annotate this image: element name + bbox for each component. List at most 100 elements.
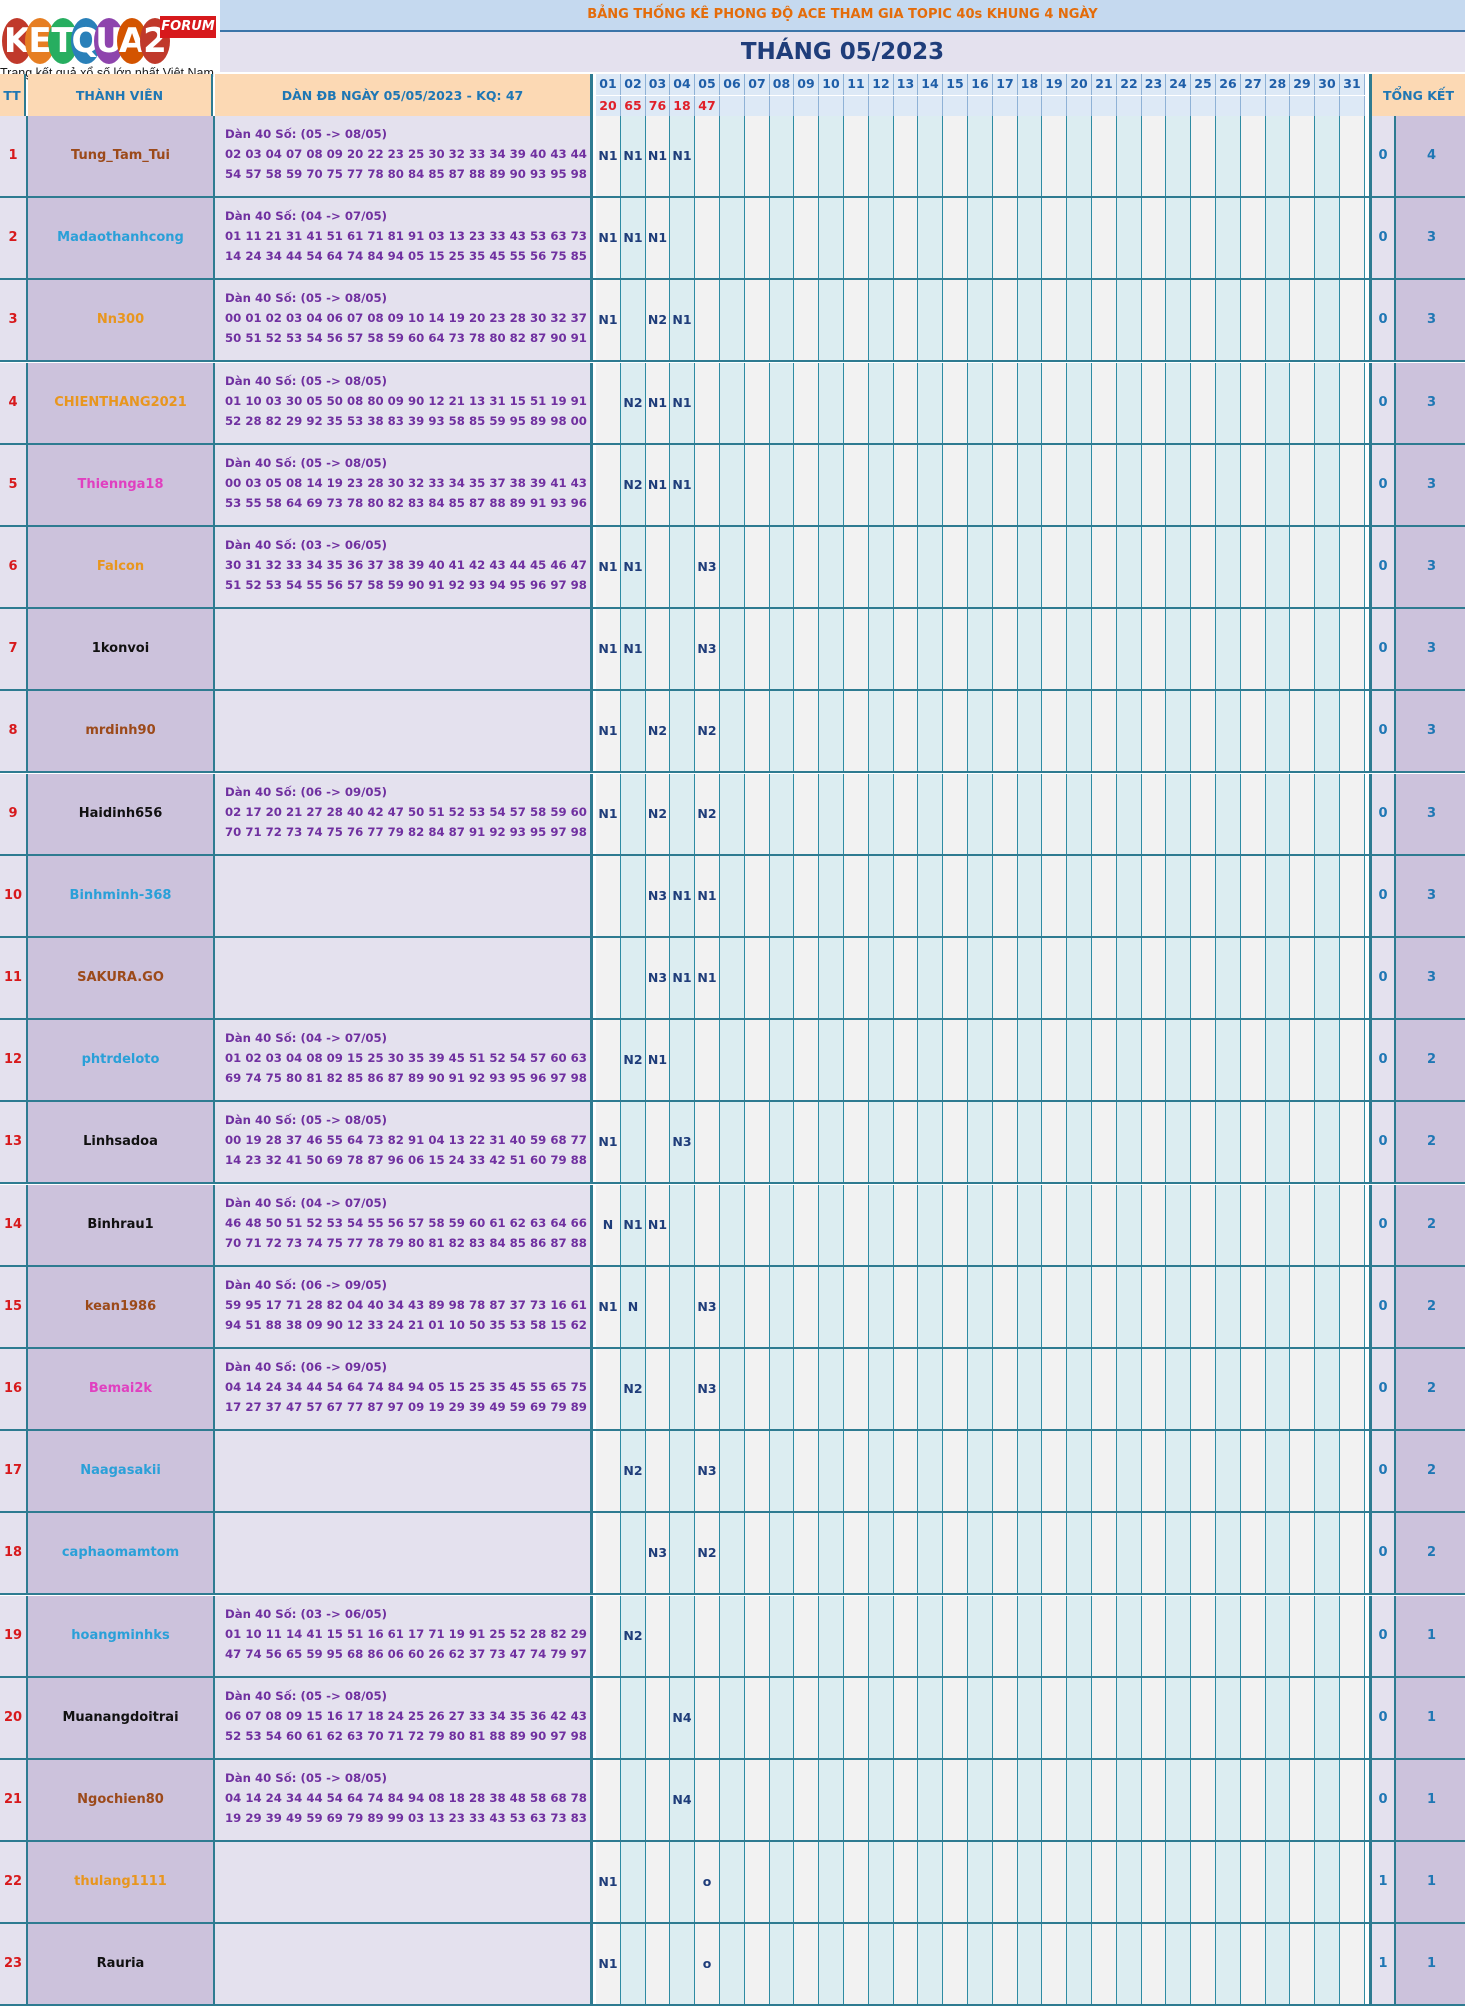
dan-title: Dàn 40 Số: (03 -> 06/05)	[225, 1607, 388, 1621]
day-cell	[968, 1349, 993, 1429]
member-name[interactable]: Binhrau1	[28, 1185, 215, 1265]
day-cell	[1018, 774, 1042, 854]
day-cell	[596, 1678, 621, 1758]
day-cell	[720, 1842, 745, 1922]
day-cell	[1315, 1678, 1340, 1758]
member-name[interactable]: Ngochien80	[28, 1760, 215, 1840]
row-total: 3	[1394, 938, 1465, 1018]
day-cell: N1	[646, 116, 670, 196]
dan-line: 54 57 58 59 70 75 77 78 80 84 85 87 88 8…	[225, 167, 593, 181]
member-name[interactable]: Muanangdoitrai	[28, 1678, 215, 1758]
dan-line: 01 02 03 04 08 09 15 25 30 35 39 45 51 5…	[225, 1051, 590, 1065]
day-cell: N2	[646, 280, 670, 360]
day-cell	[794, 1678, 819, 1758]
day-cell	[993, 1678, 1018, 1758]
dan-line: 02 03 04 07 08 09 20 22 23 25 30 32 33 3…	[225, 147, 590, 161]
day-header: 01	[596, 74, 621, 95]
day-cell	[1092, 1102, 1117, 1182]
member-name[interactable]: Rauria	[28, 1924, 215, 2004]
day-cell	[819, 1267, 844, 1347]
day-cell	[894, 1349, 918, 1429]
member-name[interactable]: Madaothanhcong	[28, 198, 215, 278]
member-name[interactable]: mrdinh90	[28, 691, 215, 771]
member-name[interactable]: Bemai2k	[28, 1349, 215, 1429]
row-zero-count: 0	[1369, 116, 1394, 196]
member-name[interactable]: Linhsadoa	[28, 1102, 215, 1182]
day-cell	[1290, 280, 1315, 360]
member-name[interactable]: CHIENTHANG2021	[28, 363, 215, 443]
member-name[interactable]: phtrdeloto	[28, 1020, 215, 1100]
day-cell	[844, 1760, 869, 1840]
day-result	[770, 96, 794, 116]
day-cell	[745, 609, 770, 689]
row-zero-count: 0	[1369, 1513, 1394, 1593]
member-name[interactable]: Thiennga18	[28, 445, 215, 525]
day-header: 11	[844, 74, 869, 95]
day-result	[819, 96, 844, 116]
day-cell	[1142, 774, 1166, 854]
day-cell	[844, 1842, 869, 1922]
day-cell	[695, 116, 720, 196]
dan-numbers: Dàn 40 Số: (05 -> 08/05) 00 01 02 03 04 0…	[215, 280, 593, 360]
member-name[interactable]: Falcon	[28, 527, 215, 607]
day-cell	[1067, 1185, 1092, 1265]
day-cell	[918, 527, 943, 607]
day-cell	[1067, 856, 1092, 936]
day-cell	[968, 1102, 993, 1182]
day-cell	[770, 1596, 794, 1676]
day-cell: N1	[670, 938, 695, 1018]
day-cell	[1117, 1185, 1142, 1265]
day-cell	[1067, 691, 1092, 771]
member-name[interactable]: thulang1111	[28, 1842, 215, 1922]
member-name[interactable]: Naagasakii	[28, 1431, 215, 1511]
day-result	[1191, 96, 1216, 116]
day-header: 24	[1166, 74, 1191, 95]
day-cell	[745, 527, 770, 607]
day-cell	[646, 1267, 670, 1347]
dan-line: 01 10 03 30 05 50 08 80 09 90 12 21 13 3…	[225, 394, 590, 408]
day-cell	[1092, 1924, 1117, 2004]
day-cell: N3	[646, 1513, 670, 1593]
day-cell	[993, 280, 1018, 360]
day-cell	[1142, 1760, 1166, 1840]
day-cell	[1315, 1760, 1340, 1840]
day-cell	[844, 363, 869, 443]
member-name[interactable]: caphaomamtom	[28, 1513, 215, 1593]
day-cell	[1042, 1185, 1067, 1265]
day-cell	[1018, 1267, 1042, 1347]
day-cell	[670, 1020, 695, 1100]
day-cell	[894, 1924, 918, 2004]
member-name[interactable]: SAKURA.GO	[28, 938, 215, 1018]
row-zero-count: 0	[1369, 1596, 1394, 1676]
day-cell	[621, 1102, 646, 1182]
member-name[interactable]: 1konvoi	[28, 609, 215, 689]
dan-title: Dàn 40 Số: (06 -> 09/05)	[225, 1360, 388, 1374]
day-result: 65	[621, 96, 646, 116]
member-name[interactable]: Tung_Tam_Tui	[28, 116, 215, 196]
day-cell	[1266, 1924, 1290, 2004]
day-cell	[943, 1102, 968, 1182]
day-cell	[1290, 856, 1315, 936]
member-name[interactable]: Haidinh656	[28, 774, 215, 854]
day-cell	[819, 1842, 844, 1922]
row-rank: 18	[0, 1513, 28, 1593]
day-cell	[1241, 1760, 1266, 1840]
member-name[interactable]: Binhminh-368	[28, 856, 215, 936]
day-result	[745, 96, 770, 116]
day-cell	[1266, 363, 1290, 443]
member-name[interactable]: Nn300	[28, 280, 215, 360]
day-cell	[770, 527, 794, 607]
day-cell	[1092, 1020, 1117, 1100]
row-total: 3	[1394, 363, 1465, 443]
day-cell	[770, 691, 794, 771]
day-cell	[844, 1102, 869, 1182]
day-cell	[1092, 1267, 1117, 1347]
day-cell	[720, 280, 745, 360]
member-name[interactable]: hoangminhks	[28, 1596, 215, 1676]
member-name[interactable]: kean1986	[28, 1267, 215, 1347]
row-rank: 20	[0, 1678, 28, 1758]
day-cell	[1117, 1267, 1142, 1347]
table-row: 4 CHIENTHANG2021 Dàn 40 Số: (05 -> 08/05) 0…	[0, 363, 1465, 445]
day-cell	[1241, 1267, 1266, 1347]
